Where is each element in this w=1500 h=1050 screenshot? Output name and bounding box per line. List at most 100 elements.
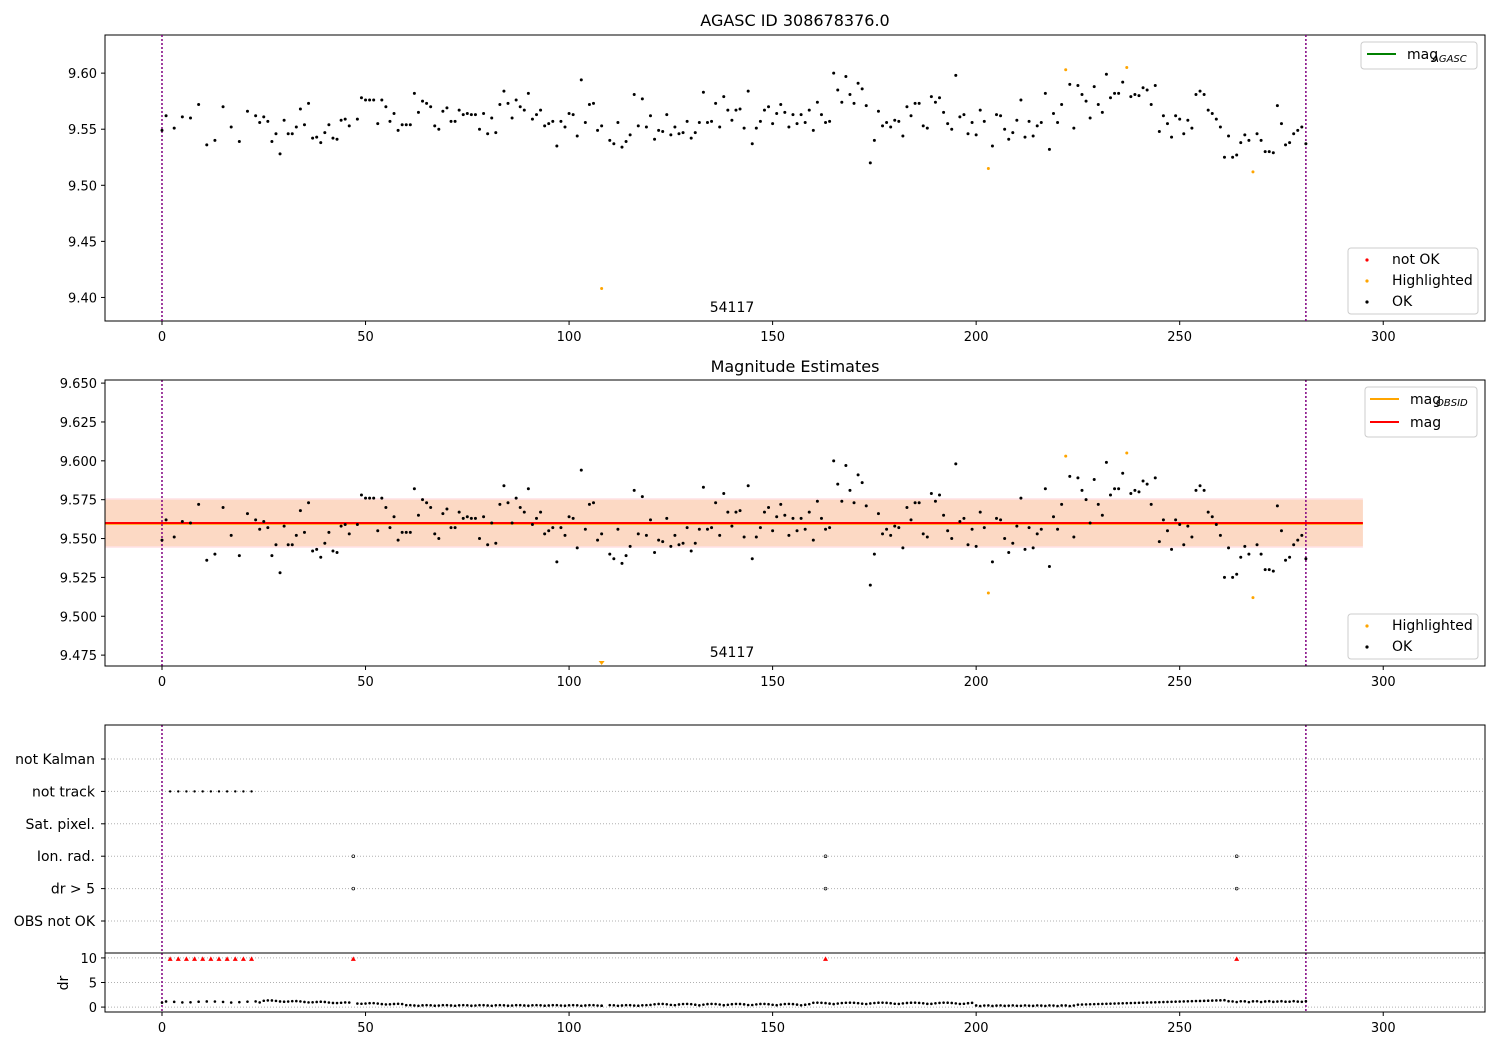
point-ok [608, 138, 612, 142]
dr-point [1048, 1004, 1051, 1007]
point-ok [917, 101, 921, 105]
dr-point [836, 1002, 840, 1005]
point-ok [722, 95, 726, 99]
point-ok [1235, 153, 1239, 157]
dr-point [1019, 1004, 1023, 1008]
point-ok [1227, 134, 1231, 138]
x-tick-label-50: 50 [357, 675, 374, 690]
point-ok [498, 103, 502, 107]
dr-point [921, 1002, 925, 1005]
point-ok [290, 132, 294, 136]
point-ok [836, 88, 840, 92]
panel-2-hlines [105, 522, 1363, 525]
point-ok [754, 126, 758, 130]
panel-4-y-label: dr [56, 975, 72, 990]
dr-point [734, 1002, 738, 1006]
dr-point [681, 1002, 685, 1006]
point-ok [653, 551, 657, 555]
point-ok [530, 523, 534, 527]
dr-point [470, 1004, 473, 1008]
point-ok [1259, 138, 1263, 142]
dr-point [189, 1000, 192, 1004]
point-highlighted [1125, 451, 1129, 455]
point-ok [384, 505, 388, 509]
dr-point [860, 1002, 864, 1005]
point-ok [1060, 502, 1064, 506]
dr-point [274, 999, 278, 1003]
dr-point [1109, 1002, 1112, 1005]
point-ok [681, 541, 685, 545]
x-tick-label-250: 250 [1167, 675, 1192, 690]
dr-point [600, 1004, 603, 1008]
point-ok [262, 519, 266, 523]
dr-point [995, 1004, 998, 1007]
point-ok [1149, 103, 1153, 107]
point-ok [559, 526, 563, 530]
dr-point [799, 1004, 803, 1007]
point-ok [400, 123, 404, 127]
dr-point [974, 1004, 978, 1007]
point-ok [791, 113, 795, 117]
flag-point-not-track [250, 790, 253, 793]
point-ok [583, 120, 587, 124]
panel-1-obs-boundaries [161, 35, 1307, 321]
point-ok [1202, 92, 1206, 96]
point-ok [1170, 135, 1174, 139]
dr-point [1304, 999, 1308, 1003]
y-tick-label-9.45: 9.45 [68, 235, 97, 250]
point-ok [734, 510, 738, 514]
point-highlighted [1251, 596, 1255, 600]
point-ok [412, 487, 416, 491]
legend-box [1347, 247, 1479, 315]
dr-point [698, 1004, 701, 1007]
point-ok [864, 104, 868, 108]
dr-point [864, 1002, 868, 1006]
point-ok [457, 108, 461, 112]
point-ok [429, 105, 433, 109]
point-ok [404, 530, 408, 534]
point-ok [506, 101, 510, 105]
point-ok [1182, 543, 1186, 547]
dr-point [873, 1001, 876, 1005]
dr-point [1121, 1001, 1124, 1005]
dr-point [270, 999, 274, 1002]
point-ok [1104, 460, 1108, 464]
dr-point [913, 1001, 917, 1004]
point-ok [302, 123, 306, 127]
dr-point [555, 1003, 559, 1007]
point-ok [1100, 110, 1104, 114]
dr-point [368, 1001, 371, 1005]
point-ok [995, 516, 999, 520]
point-ok [705, 527, 709, 531]
point-ok [478, 537, 482, 541]
point-ok [1243, 544, 1247, 548]
dr-point [1259, 1000, 1263, 1004]
dr-point [1158, 1000, 1161, 1004]
point-ok [624, 140, 628, 144]
dr-point [714, 1002, 717, 1006]
dr-point [413, 1004, 416, 1007]
point-ok [657, 128, 661, 132]
flag-point-not-track [201, 790, 204, 793]
dr-point [677, 1003, 681, 1006]
dr-point [1035, 1004, 1039, 1007]
point-ok [946, 529, 950, 533]
x-tick-label-100: 100 [557, 330, 582, 345]
dr-point [1039, 1004, 1043, 1007]
dr-point [205, 1000, 209, 1003]
legend-marker-highlighted [1365, 624, 1369, 628]
dr-point [1223, 998, 1226, 1002]
point-ok [331, 549, 335, 553]
point-ok [547, 122, 551, 126]
clipped-marker-highlighted [598, 661, 605, 665]
legend-box [1347, 613, 1479, 660]
panel-1-obsid-annotation: 54117 [710, 300, 755, 316]
point-ok [278, 152, 282, 156]
point-ok [1263, 568, 1267, 572]
dr-point [1174, 1000, 1177, 1003]
dr-clipped-marker [350, 956, 356, 961]
dr-point [1170, 1000, 1173, 1004]
point-ok [482, 515, 486, 519]
point-ok [1198, 89, 1202, 93]
dr-point [661, 1002, 664, 1006]
